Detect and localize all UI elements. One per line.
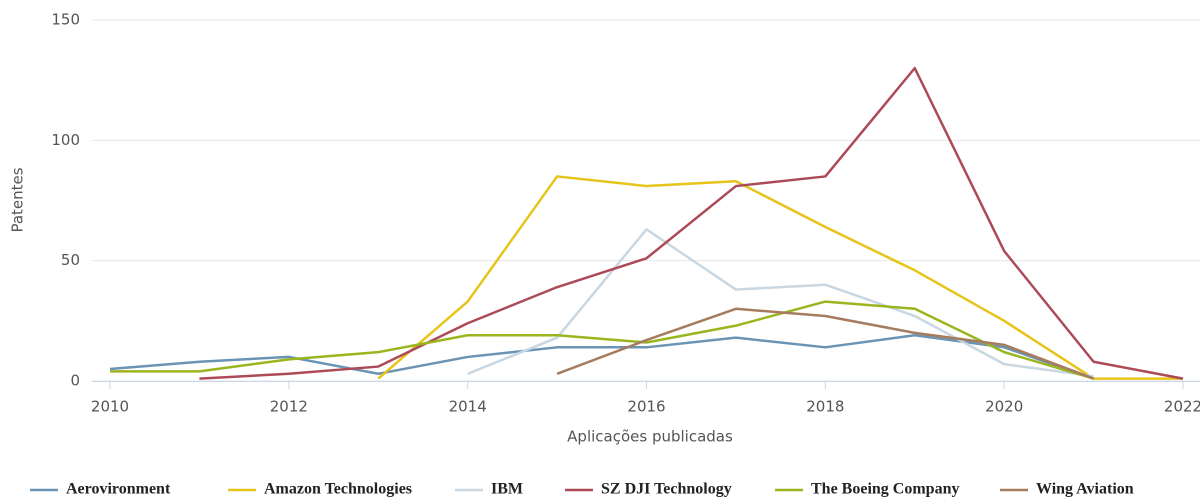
series-line [377, 175, 1183, 380]
series-line [556, 307, 1095, 380]
legend-label: Wing Aviation [1036, 481, 1134, 497]
y-axis-label: Patentes [9, 167, 27, 232]
legend: Aerovironment Amazon Technologies IBM SZ DJ… [30, 481, 1134, 497]
x-tick-label: 2014 [449, 398, 487, 416]
x-tick-label: 2020 [985, 398, 1023, 416]
x-tick-label: 2016 [627, 398, 665, 416]
y-tick-label: 150 [51, 11, 80, 29]
x-tick-label: 2018 [806, 398, 844, 416]
legend-label: IBM [491, 481, 523, 497]
series-line [110, 300, 1094, 380]
x-tick-label: 2012 [270, 398, 308, 416]
y-tick-label: 50 [61, 251, 80, 269]
x-tick-label: 2022 [1164, 398, 1200, 416]
y-tick-label: 100 [51, 131, 80, 149]
legend-label: SZ DJI Technology [601, 481, 732, 497]
x-axis-label: Aplicações publicadas [567, 428, 733, 446]
series-line [109, 334, 1094, 380]
legend-label: Aerovironment [66, 481, 171, 497]
legend-label: Amazon Technologies [264, 481, 412, 497]
x-tick-label: 2010 [91, 398, 129, 416]
series-line [199, 66, 1184, 380]
y-tick-label: 0 [70, 372, 80, 390]
series-line [467, 228, 1094, 378]
legend-label: The Boeing Company [811, 481, 959, 497]
